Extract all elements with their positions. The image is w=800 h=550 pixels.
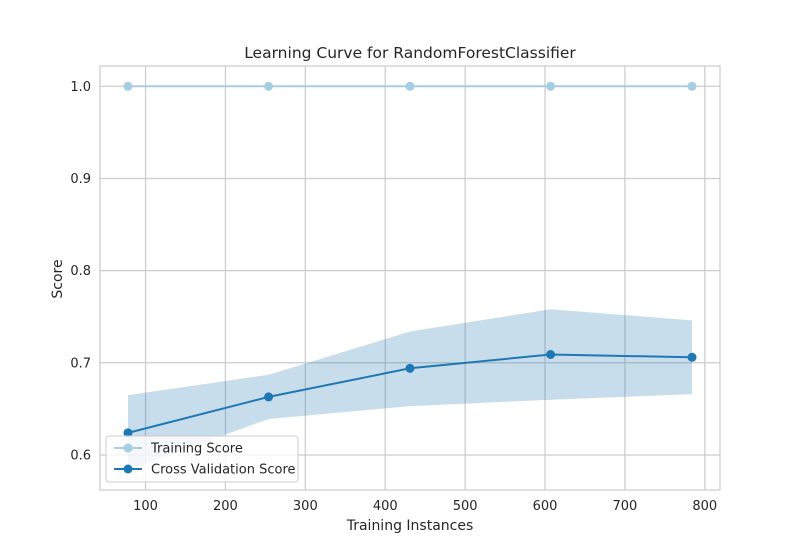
series-point-0 bbox=[687, 81, 697, 91]
y-axis-title: Score bbox=[50, 259, 66, 298]
series-point-0 bbox=[264, 81, 274, 91]
x-tick-label: 500 bbox=[453, 499, 478, 514]
x-tick-label: 800 bbox=[692, 499, 717, 514]
y-tick-label: 0.6 bbox=[70, 448, 91, 463]
y-tick-labels: 0.6 0.7 0.8 0.9 1.0 bbox=[70, 80, 91, 464]
x-tick-label: 600 bbox=[533, 499, 558, 514]
legend-label-cv: Cross Validation Score bbox=[151, 463, 296, 478]
legend-marker-training bbox=[123, 443, 133, 453]
plot-frame bbox=[99, 65, 721, 491]
plot-area bbox=[100, 66, 720, 490]
y-tick-label: 0.9 bbox=[70, 172, 91, 187]
chart-title: Learning Curve for RandomForestClassifie… bbox=[244, 44, 576, 62]
legend: Training Score Cross Validation Score bbox=[105, 435, 299, 483]
y-tick-label: 1.0 bbox=[70, 80, 91, 95]
series-point-1 bbox=[123, 428, 133, 438]
x-tick-label: 400 bbox=[373, 499, 398, 514]
series-point-1 bbox=[405, 363, 415, 373]
legend-marker-cv bbox=[123, 464, 133, 474]
x-tick-label: 300 bbox=[293, 499, 318, 514]
x-axis-title: Training Instances bbox=[346, 518, 474, 534]
x-tick-label: 100 bbox=[133, 499, 158, 514]
series-band-1 bbox=[128, 309, 692, 470]
series-point-1 bbox=[546, 350, 556, 360]
x-tick-label: 700 bbox=[613, 499, 638, 514]
series-point-0 bbox=[405, 81, 415, 91]
y-tick-label: 0.8 bbox=[70, 264, 91, 279]
series-point-1 bbox=[687, 352, 697, 362]
x-tick-labels: 100 200 300 400 500 600 700 800 bbox=[133, 499, 717, 514]
confidence-bands bbox=[128, 309, 692, 470]
series-point-1 bbox=[264, 392, 274, 402]
series-point-0 bbox=[546, 81, 556, 91]
series-point-0 bbox=[123, 81, 133, 91]
y-tick-label: 0.7 bbox=[70, 356, 91, 371]
series-points bbox=[123, 81, 697, 438]
legend-box bbox=[105, 435, 299, 483]
legend-label-training: Training Score bbox=[150, 442, 243, 457]
x-tick-label: 200 bbox=[213, 499, 238, 514]
